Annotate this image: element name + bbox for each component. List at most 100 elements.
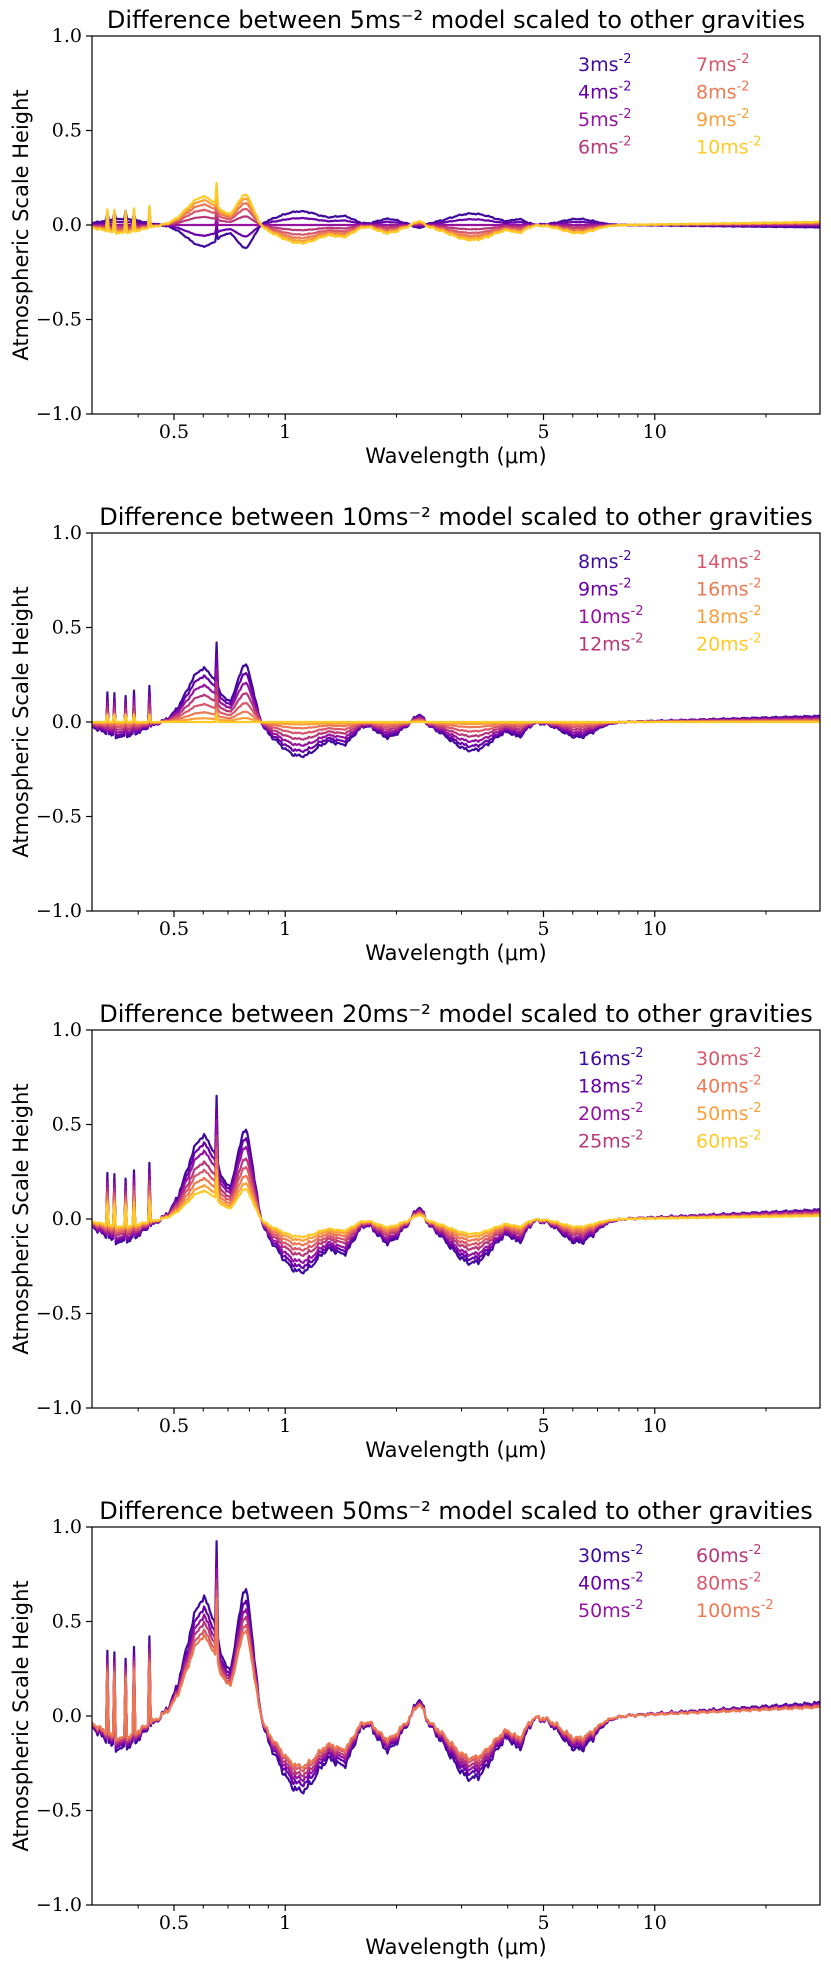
series-group bbox=[92, 1094, 820, 1275]
y-axis-label: Atmospheric Scale Height bbox=[9, 1083, 33, 1354]
y-tick-label: 1.0 bbox=[52, 522, 82, 544]
x-axis-label: Wavelength (μm) bbox=[365, 444, 546, 468]
x-axis-label: Wavelength (μm) bbox=[365, 1438, 546, 1462]
y-tick-label: 0.5 bbox=[52, 120, 82, 142]
y-tick-label: −0.5 bbox=[36, 309, 82, 331]
legend-entry: 30ms-2 bbox=[578, 1543, 644, 1567]
chart-title: Difference between 5ms⁻² model scaled to… bbox=[107, 6, 805, 34]
series-line-7ms-2 bbox=[92, 201, 820, 236]
y-tick-label: 0.0 bbox=[52, 214, 82, 236]
legend-entry: 16ms-2 bbox=[578, 1046, 644, 1070]
legend-entry: 20ms-2 bbox=[696, 632, 762, 656]
x-tick-label: 0.5 bbox=[159, 1415, 189, 1437]
y-axis-label: Atmospheric Scale Height bbox=[9, 89, 33, 360]
y-tick-label: 1.0 bbox=[52, 1516, 82, 1538]
x-tick-label: 1 bbox=[279, 1415, 291, 1437]
legend-entry: 80ms-2 bbox=[696, 1571, 762, 1595]
x-tick-label: 1 bbox=[279, 421, 291, 443]
y-tick-label: 0.5 bbox=[52, 1611, 82, 1633]
chart-title: Difference between 50ms⁻² model scaled t… bbox=[99, 1497, 812, 1525]
x-tick-label: 10 bbox=[643, 1912, 667, 1934]
legend-entry: 7ms-2 bbox=[696, 52, 749, 76]
series-group bbox=[92, 181, 820, 250]
series-line-14ms-2 bbox=[92, 694, 820, 735]
y-axis-label: Atmospheric Scale Height bbox=[9, 586, 33, 857]
x-tick-label: 10 bbox=[643, 421, 667, 443]
y-tick-label: −1.0 bbox=[36, 1894, 82, 1916]
y-tick-label: −1.0 bbox=[36, 1397, 82, 1419]
legend-entry: 50ms-2 bbox=[578, 1598, 644, 1622]
plot-frame bbox=[91, 1029, 821, 1409]
series-group bbox=[92, 1540, 820, 1795]
legend-entry: 9ms-2 bbox=[696, 107, 749, 131]
legend-entry: 9ms-2 bbox=[578, 577, 631, 601]
legend-entry: 8ms-2 bbox=[696, 80, 749, 104]
legend-entry: 25ms-2 bbox=[578, 1129, 644, 1153]
x-tick-label: 0.5 bbox=[159, 1912, 189, 1934]
y-tick-label: 0.5 bbox=[52, 1114, 82, 1136]
chart-panel-4: Difference between 50ms⁻² model scaled t… bbox=[9, 1497, 821, 1959]
chart-title: Difference between 10ms⁻² model scaled t… bbox=[99, 503, 812, 531]
plot-frame bbox=[91, 35, 821, 415]
plot-frame bbox=[91, 1526, 821, 1906]
x-tick-label: 10 bbox=[643, 918, 667, 940]
y-tick-label: 1.0 bbox=[52, 1019, 82, 1041]
series-line-20ms-2 bbox=[92, 713, 820, 724]
legend-entry: 5ms-2 bbox=[578, 107, 631, 131]
y-tick-label: 0.0 bbox=[52, 711, 82, 733]
y-tick-label: −0.5 bbox=[36, 806, 82, 828]
y-tick-label: −1.0 bbox=[36, 900, 82, 922]
y-tick-label: −1.0 bbox=[36, 403, 82, 425]
x-axis-label: Wavelength (μm) bbox=[365, 1935, 546, 1959]
legend-entry: 20ms-2 bbox=[578, 1101, 644, 1125]
chart-panel-3: Difference between 20ms⁻² model scaled t… bbox=[9, 1000, 821, 1462]
y-tick-label: 0.0 bbox=[52, 1705, 82, 1727]
legend-entry: 40ms-2 bbox=[578, 1571, 644, 1595]
y-tick-label: −0.5 bbox=[36, 1303, 82, 1325]
legend-entry: 30ms-2 bbox=[696, 1046, 762, 1070]
legend-entry: 10ms-2 bbox=[696, 135, 762, 159]
legend-entry: 40ms-2 bbox=[696, 1074, 762, 1098]
legend-entry: 4ms-2 bbox=[578, 80, 631, 104]
y-tick-label: 1.0 bbox=[52, 25, 82, 47]
x-tick-label: 5 bbox=[537, 421, 549, 443]
series-line-60ms-2 bbox=[92, 1176, 820, 1239]
y-tick-label: 0.5 bbox=[52, 617, 82, 639]
series-line-10ms-2 bbox=[92, 666, 820, 747]
chart-panel-1: Difference between 5ms⁻² model scaled to… bbox=[9, 6, 821, 468]
x-tick-label: 0.5 bbox=[159, 918, 189, 940]
legend-entry: 6ms-2 bbox=[578, 135, 631, 159]
x-tick-label: 5 bbox=[537, 918, 549, 940]
legend-entry: 14ms-2 bbox=[696, 549, 762, 573]
y-axis-label: Atmospheric Scale Height bbox=[9, 1580, 33, 1851]
series-line-10ms-2 bbox=[92, 181, 820, 245]
x-tick-label: 10 bbox=[643, 1415, 667, 1437]
x-tick-label: 1 bbox=[279, 918, 291, 940]
plot-frame bbox=[91, 532, 821, 912]
legend-entry: 60ms-2 bbox=[696, 1543, 762, 1567]
x-tick-label: 0.5 bbox=[159, 421, 189, 443]
legend-entry: 60ms-2 bbox=[696, 1129, 762, 1153]
legend-entry: 18ms-2 bbox=[578, 1074, 644, 1098]
y-tick-label: −0.5 bbox=[36, 1800, 82, 1822]
series-line-12ms-2 bbox=[92, 681, 820, 741]
chart-title: Difference between 20ms⁻² model scaled t… bbox=[99, 1000, 812, 1028]
x-axis-label: Wavelength (μm) bbox=[365, 941, 546, 965]
legend-entry: 8ms-2 bbox=[578, 549, 631, 573]
series-line-100ms-2 bbox=[92, 1597, 820, 1770]
legend-entry: 50ms-2 bbox=[696, 1101, 762, 1125]
legend-entry: 12ms-2 bbox=[578, 632, 644, 656]
legend-entry: 100ms-2 bbox=[696, 1598, 774, 1622]
legend-entry: 10ms-2 bbox=[578, 604, 644, 628]
legend-entry: 3ms-2 bbox=[578, 52, 631, 76]
series-group bbox=[92, 641, 820, 759]
x-tick-label: 5 bbox=[537, 1912, 549, 1934]
legend-entry: 18ms-2 bbox=[696, 604, 762, 628]
chart-panel-2: Difference between 10ms⁻² model scaled t… bbox=[9, 503, 821, 965]
x-tick-label: 1 bbox=[279, 1912, 291, 1934]
x-tick-label: 5 bbox=[537, 1415, 549, 1437]
legend-entry: 16ms-2 bbox=[696, 577, 762, 601]
y-tick-label: 0.0 bbox=[52, 1208, 82, 1230]
